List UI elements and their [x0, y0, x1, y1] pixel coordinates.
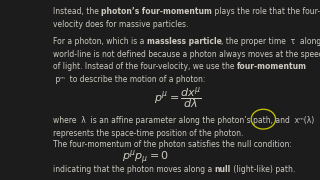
Text: where  λ  is an affine parameter along the photon’s path, and  xᵐ(λ): where λ is an affine parameter along the…: [53, 116, 314, 125]
Text: four-momentum: four-momentum: [237, 62, 307, 71]
Text: , the proper time  τ  along its: , the proper time τ along its: [221, 37, 320, 46]
Text: massless particle: massless particle: [147, 37, 221, 46]
Text: (light-like) path.: (light-like) path.: [231, 165, 295, 174]
Text: of light. Instead of the four-velocity, we use the: of light. Instead of the four-velocity, …: [53, 62, 237, 71]
Text: For a photon, which is a: For a photon, which is a: [53, 37, 147, 46]
Text: velocity does for massive particles.: velocity does for massive particles.: [53, 20, 188, 29]
Text: world-line is not defined because a photon always moves at the speed: world-line is not defined because a phot…: [53, 50, 320, 59]
Text: $p^{\mu}p_{\mu} = 0$: $p^{\mu}p_{\mu} = 0$: [122, 148, 169, 167]
Text: $p^{\mu} = \dfrac{dx^{\mu}}{d\lambda}$: $p^{\mu} = \dfrac{dx^{\mu}}{d\lambda}$: [154, 85, 202, 111]
Text: pᵐ  to describe the motion of a photon:: pᵐ to describe the motion of a photon:: [53, 75, 205, 84]
Text: null: null: [214, 165, 231, 174]
Text: represents the space-time position of the photon.: represents the space-time position of th…: [53, 129, 243, 138]
Text: plays the role that the four-: plays the role that the four-: [212, 7, 320, 16]
Text: indicating that the photon moves along a: indicating that the photon moves along a: [53, 165, 214, 174]
Text: photon’s four-momentum: photon’s four-momentum: [101, 7, 212, 16]
Text: Instead, the: Instead, the: [53, 7, 101, 16]
Text: The four-momentum of the photon satisfies the null condition:: The four-momentum of the photon satisfie…: [53, 140, 292, 149]
